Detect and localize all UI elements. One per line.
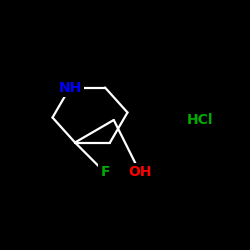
Text: OH: OH xyxy=(128,166,152,179)
Text: F: F xyxy=(100,166,110,179)
Text: HCl: HCl xyxy=(187,113,213,127)
Text: NH: NH xyxy=(58,80,82,94)
